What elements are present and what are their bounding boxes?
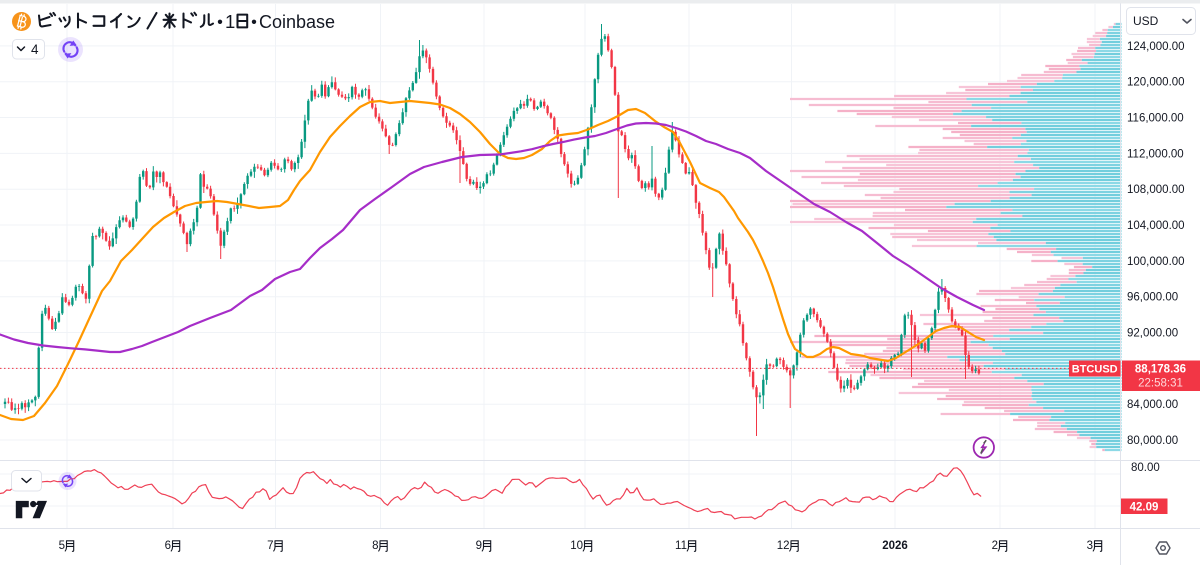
- svg-text:80,000.00: 80,000.00: [1127, 435, 1178, 447]
- svg-text:80.00: 80.00: [1131, 462, 1160, 474]
- svg-text:42.09: 42.09: [1130, 502, 1159, 514]
- svg-text:108,000.00: 108,000.00: [1127, 184, 1185, 196]
- svg-text:6: 6: [165, 540, 171, 552]
- svg-text:4: 4: [31, 42, 39, 57]
- svg-text:1: 1: [225, 11, 235, 32]
- svg-text:12: 12: [777, 540, 790, 552]
- svg-text:USD: USD: [1133, 14, 1159, 28]
- svg-text:84,000.00: 84,000.00: [1127, 399, 1178, 411]
- svg-text:2026: 2026: [882, 540, 908, 552]
- svg-text:8: 8: [372, 540, 378, 552]
- svg-text:22:58:31: 22:58:31: [1138, 378, 1183, 390]
- svg-text:100,000.00: 100,000.00: [1127, 256, 1185, 268]
- svg-text:BTCUSD: BTCUSD: [1072, 364, 1118, 376]
- svg-text:10: 10: [570, 540, 583, 552]
- svg-text:120,000.00: 120,000.00: [1127, 77, 1185, 89]
- svg-text:88,178.36: 88,178.36: [1135, 364, 1186, 376]
- svg-text:124,000.00: 124,000.00: [1127, 41, 1185, 53]
- svg-text:5: 5: [59, 540, 65, 552]
- svg-text:Coinbase: Coinbase: [259, 12, 335, 32]
- svg-text:7: 7: [267, 540, 273, 552]
- svg-text:104,000.00: 104,000.00: [1127, 220, 1185, 232]
- svg-text:92,000.00: 92,000.00: [1127, 328, 1178, 340]
- svg-text:116,000.00: 116,000.00: [1127, 113, 1184, 125]
- svg-text:96,000.00: 96,000.00: [1127, 292, 1178, 304]
- svg-text:2: 2: [992, 540, 998, 552]
- svg-text:112,000.00: 112,000.00: [1127, 148, 1184, 160]
- svg-text:9: 9: [476, 540, 482, 552]
- svg-text:3: 3: [1087, 540, 1093, 552]
- svg-text:11: 11: [675, 540, 687, 552]
